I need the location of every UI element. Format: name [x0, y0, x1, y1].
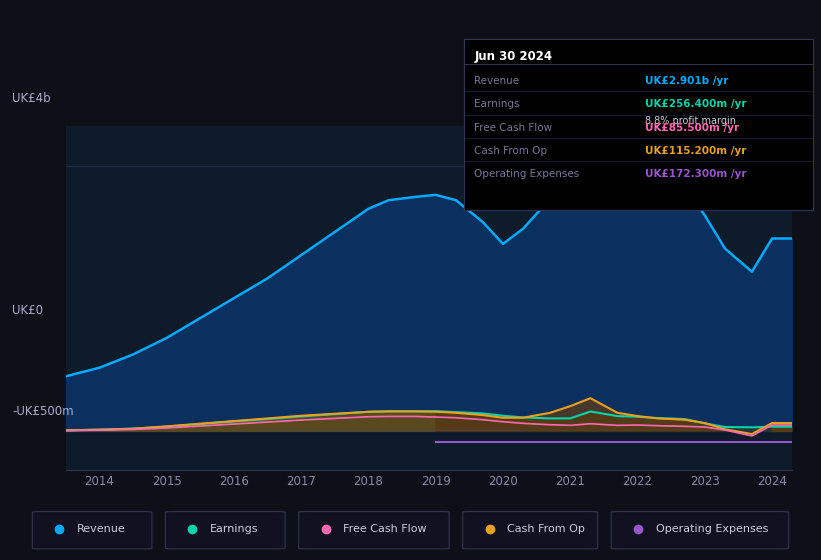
- Text: UK£0: UK£0: [12, 304, 44, 318]
- Text: Earnings: Earnings: [475, 99, 520, 109]
- Text: Free Cash Flow: Free Cash Flow: [475, 123, 553, 133]
- Text: Revenue: Revenue: [475, 76, 520, 86]
- FancyBboxPatch shape: [32, 512, 152, 549]
- FancyBboxPatch shape: [166, 512, 285, 549]
- FancyBboxPatch shape: [611, 512, 789, 549]
- Text: Jun 30 2024: Jun 30 2024: [475, 50, 553, 63]
- Text: UK£256.400m /yr: UK£256.400m /yr: [645, 99, 747, 109]
- Text: UK£2.901b /yr: UK£2.901b /yr: [645, 76, 729, 86]
- Text: UK£172.300m /yr: UK£172.300m /yr: [645, 169, 747, 179]
- Text: Operating Expenses: Operating Expenses: [656, 524, 768, 534]
- Text: Revenue: Revenue: [77, 524, 126, 534]
- Text: Earnings: Earnings: [210, 524, 259, 534]
- FancyBboxPatch shape: [462, 512, 598, 549]
- Text: UK£85.500m /yr: UK£85.500m /yr: [645, 123, 740, 133]
- Text: UK£4b: UK£4b: [12, 91, 51, 105]
- Text: 8.8% profit margin: 8.8% profit margin: [645, 116, 736, 126]
- Text: Cash From Op: Cash From Op: [507, 524, 585, 534]
- FancyBboxPatch shape: [299, 512, 449, 549]
- Text: -UK£500m: -UK£500m: [12, 405, 74, 418]
- Text: UK£115.200m /yr: UK£115.200m /yr: [645, 146, 746, 156]
- Text: Operating Expenses: Operating Expenses: [475, 169, 580, 179]
- Text: Cash From Op: Cash From Op: [475, 146, 548, 156]
- Text: Free Cash Flow: Free Cash Flow: [343, 524, 427, 534]
